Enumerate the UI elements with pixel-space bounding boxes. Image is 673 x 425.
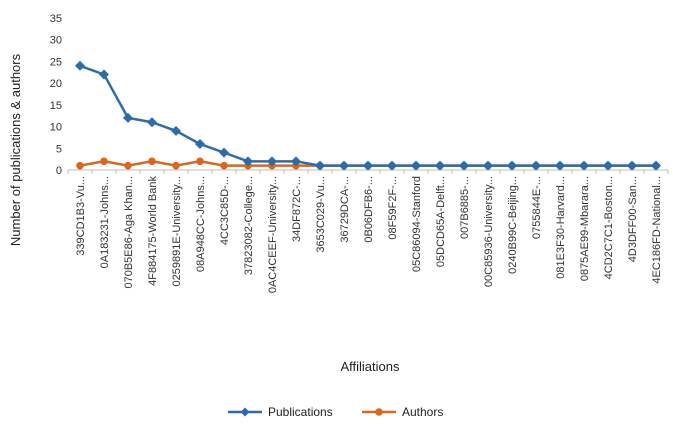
- x-tick-label: 081E3F30-Harvard...: [555, 176, 567, 279]
- x-tick-label: 0259891E-University...: [171, 176, 183, 286]
- data-point-publications: [243, 156, 253, 167]
- data-point-publications: [411, 160, 421, 171]
- y-tick-label: 25: [50, 56, 62, 68]
- data-point-authors: [172, 161, 180, 170]
- y-tick-label: 30: [50, 35, 62, 47]
- y-tick-label: 5: [56, 143, 62, 155]
- data-point-publications: [483, 160, 493, 171]
- legend: Publications Authors: [228, 405, 443, 419]
- data-point-authors: [100, 157, 108, 166]
- x-tick-label: 05DCD65A-Delft...: [435, 176, 447, 267]
- data-point-publications: [147, 117, 157, 128]
- x-tick-label: 08F59F2F-...: [387, 176, 399, 240]
- data-point-authors: [148, 157, 156, 166]
- data-point-publications: [579, 160, 589, 171]
- data-point-publications: [171, 125, 181, 136]
- y-tick-label: 20: [50, 78, 62, 90]
- data-point-publications: [123, 112, 133, 123]
- series-line-publications: [79, 64, 656, 167]
- y-tick-label: 0: [56, 165, 62, 177]
- x-tick-label: 4D3DFF00-San...: [627, 176, 639, 262]
- x-tick-label: 007B6885-...: [459, 176, 471, 239]
- x-tick-label: 0A183231-Johns...: [99, 176, 111, 268]
- data-point-publications: [291, 156, 301, 167]
- data-point-publications: [363, 160, 373, 171]
- y-axis-title: Number of publications & authors: [8, 53, 23, 246]
- data-point-authors: [220, 161, 228, 170]
- data-point-publications: [435, 160, 445, 171]
- x-tick-label: 4CD2C7C1-Boston...: [603, 176, 615, 279]
- data-point-authors: [196, 157, 204, 166]
- data-point-publications: [99, 69, 109, 80]
- data-point-publications: [555, 160, 565, 171]
- data-point-authors: [76, 161, 84, 170]
- legend-label-publications: Publications: [268, 405, 333, 419]
- x-tick-label: 339CD1B3-Vu...: [75, 176, 87, 256]
- data-point-publications: [651, 160, 661, 171]
- y-tick-label: 15: [50, 100, 62, 112]
- data-point-publications: [219, 147, 229, 158]
- x-tick-label: 0875AE99-Mbarara...: [579, 176, 591, 281]
- x-tick-label: 34DF872C-...: [291, 176, 303, 242]
- x-tick-label: 4EC186FD-National...: [651, 176, 663, 284]
- x-tick-label: 08A948CC-Johns...: [195, 176, 207, 272]
- x-axis-title: Affiliations: [340, 359, 400, 374]
- data-point-authors: [124, 161, 132, 170]
- legend-marker-authors: [375, 408, 383, 416]
- legend-label-authors: Authors: [402, 405, 443, 419]
- data-point-publications: [507, 160, 517, 171]
- data-point-publications: [603, 160, 613, 171]
- x-tick-label: 00C85936-University...: [483, 176, 495, 287]
- data-point-publications: [627, 160, 637, 171]
- data-point-publications: [459, 160, 469, 171]
- x-tick-label: 37823082-College...: [243, 176, 255, 275]
- data-point-publications: [195, 138, 205, 149]
- x-tick-label: 05C86094-Stanford: [411, 176, 423, 272]
- data-point-publications: [267, 156, 277, 167]
- x-tick-label: 4F884175-World Bank: [147, 176, 159, 286]
- y-tick-label: 35: [50, 13, 62, 25]
- data-point-publications: [75, 60, 85, 71]
- data-point-publications: [531, 160, 541, 171]
- data-point-publications: [315, 160, 325, 171]
- x-tick-label: 4CC3C85D-...: [219, 176, 231, 245]
- data-point-publications: [339, 160, 349, 171]
- y-tick-label: 10: [50, 122, 62, 134]
- plot-area: 0 5 10 15 20 25 30 35 339CD1B3-Vu... 0A183231-Joh…: [50, 13, 669, 293]
- x-tick-label: 0240B99C-Beijing...: [507, 176, 519, 274]
- x-tick-label: 36729DCA-...: [339, 176, 351, 243]
- x-tick-label: 070B5E86-Aga Khan...: [123, 176, 135, 289]
- x-tick-label: 0B06DFB6-...: [363, 176, 375, 243]
- legend-marker-publications: [240, 407, 250, 417]
- x-tick-label: 0755844E-...: [531, 176, 543, 239]
- data-point-publications: [387, 160, 397, 171]
- x-tick-label: 3653C029-Vu...: [315, 176, 327, 253]
- x-tick-label: 0AC4CEEF-University...: [267, 176, 279, 293]
